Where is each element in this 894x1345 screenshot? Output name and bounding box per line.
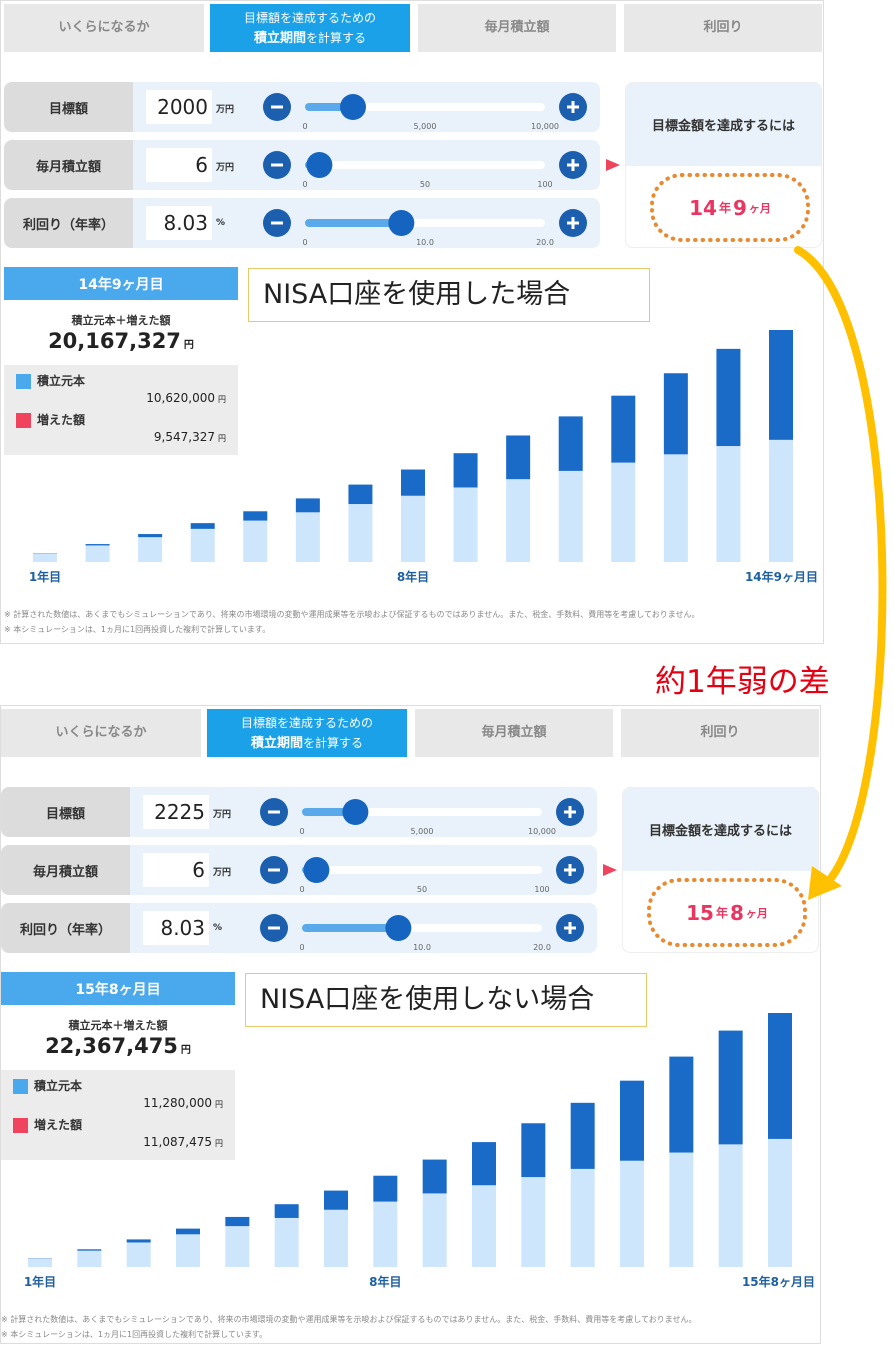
result-unit: ヶ月 xyxy=(745,906,768,920)
footnote: ※ 本シミュレーションは、1ヵ月に1回再投資した複利で計算しています。 xyxy=(1,1330,268,1339)
currency: 円 xyxy=(215,1139,223,1148)
result-unit: 年 xyxy=(718,201,731,215)
legend-swatch xyxy=(16,374,31,389)
input-unit: 万円 xyxy=(213,810,232,820)
legend-name: 増えた額 xyxy=(34,1118,83,1132)
legend-amount: 11,087,475 円 xyxy=(143,1135,223,1149)
tab-line: 積立期間を計算する xyxy=(251,733,363,754)
result-months: 8 xyxy=(729,900,744,925)
input-label: 目標額 xyxy=(4,82,133,132)
tab[interactable]: 利回り xyxy=(621,709,819,757)
tab[interactable]: 利回り xyxy=(624,4,822,52)
total: 20,167,327 円 xyxy=(4,329,238,353)
legend-name: 増えた額 xyxy=(37,413,86,427)
input-unit: 万円 xyxy=(216,163,235,173)
legend-amount: 10,620,000 円 xyxy=(146,391,226,405)
tab[interactable]: 目標額を達成するための積立期間を計算する xyxy=(207,709,407,757)
total-value: 22,367,475 xyxy=(45,1034,178,1058)
total-label: 積立元本＋増えた額 xyxy=(71,314,171,327)
input-label: 利回り（年率） xyxy=(4,198,133,248)
input-label: 毎月積立額 xyxy=(4,140,133,190)
input-label: 目標額 xyxy=(1,787,130,837)
result-heading: 目標金額を達成するには xyxy=(623,788,818,871)
tab-line: 積立期間を計算する xyxy=(254,28,366,49)
legend-swatch xyxy=(13,1118,28,1133)
legend-area: 積立元本 11,280,000 円増えた額 11,087,475 円 xyxy=(1,1070,235,1160)
input-label: 利回り（年率） xyxy=(1,903,130,953)
tab-bold: 積立期間 xyxy=(253,30,306,46)
tab-text: を計算する xyxy=(303,735,364,750)
total-value: 20,167,327 xyxy=(48,329,181,353)
summary-box: 14年9ヶ月目 積立元本＋増えた額 20,167,327 円積立元本 10,620,00… xyxy=(4,267,238,455)
tab-line: 目標額を達成するための xyxy=(240,715,373,730)
result-years: 15 xyxy=(686,900,714,925)
legend-name: 積立元本 xyxy=(37,374,86,388)
amount-value: 11,280,000 xyxy=(143,1096,212,1110)
currency: 円 xyxy=(215,1100,223,1109)
legend-swatch xyxy=(13,1079,28,1094)
input-label: 毎月積立額 xyxy=(1,845,130,895)
footnote: ※ 計算された数値は、あくまでもシミュレーションであり、将来の市場環境の変動や運… xyxy=(1,1315,697,1324)
total: 22,367,475 円 xyxy=(1,1034,235,1058)
amount-value: 10,620,000 xyxy=(146,391,215,405)
tab[interactable]: いくらになるか xyxy=(4,4,204,52)
tab-text: を計算する xyxy=(306,30,367,45)
annotation: 約1年弱の差 xyxy=(655,664,830,700)
result-heading: 目標金額を達成するには xyxy=(626,83,821,166)
total-label: 積立元本＋増えた額 xyxy=(68,1019,168,1032)
callout: NISA口座を使用した場合 xyxy=(248,268,650,322)
input-value[interactable]: 2225 xyxy=(143,795,209,829)
currency: 円 xyxy=(180,1045,191,1056)
tab[interactable]: 毎月積立額 xyxy=(415,709,613,757)
result-text: 14 年 9 ヶ月 xyxy=(652,175,808,240)
tab-line: 目標額を達成するための xyxy=(243,10,376,25)
input-unit: % xyxy=(216,218,226,228)
input-value[interactable]: 6 xyxy=(143,853,209,887)
result-months: 9 xyxy=(732,195,747,220)
callout: NISA口座を使用しない場合 xyxy=(245,973,647,1027)
tab[interactable]: 目標額を達成するための積立期間を計算する xyxy=(210,4,410,52)
summary-box: 15年8ヶ月目 積立元本＋増えた額 22,367,475 円積立元本 11,280,00… xyxy=(1,972,235,1160)
legend-swatch xyxy=(16,413,31,428)
result-years: 14 xyxy=(689,195,717,220)
input-unit: % xyxy=(213,923,223,933)
result-unit: ヶ月 xyxy=(748,201,771,215)
summary-title: 15年8ヶ月目 xyxy=(1,972,235,1005)
tab[interactable]: いくらになるか xyxy=(1,709,201,757)
currency: 円 xyxy=(218,434,226,443)
currency: 円 xyxy=(218,395,226,404)
legend-amount: 11,280,000 円 xyxy=(143,1096,223,1110)
footnote: ※ 計算された数値は、あくまでもシミュレーションであり、将来の市場環境の変動や運… xyxy=(4,610,700,619)
amount-value: 11,087,475 xyxy=(143,1135,212,1149)
amount-value: 9,547,327 xyxy=(153,430,215,444)
currency: 円 xyxy=(183,340,194,351)
result-unit: 年 xyxy=(715,906,728,920)
input-unit: 万円 xyxy=(213,868,232,878)
input-value[interactable]: 2000 xyxy=(146,90,212,124)
footnote: ※ 本シミュレーションは、1ヵ月に1回再投資した複利で計算しています。 xyxy=(4,625,271,634)
input-value[interactable]: 8.03 xyxy=(146,206,212,240)
tab-bold: 積立期間 xyxy=(250,735,303,751)
legend-amount: 9,547,327 円 xyxy=(154,430,226,444)
input-value[interactable]: 8.03 xyxy=(143,911,209,945)
result-text: 15 年 8 ヶ月 xyxy=(649,880,805,945)
input-value[interactable]: 6 xyxy=(146,148,212,182)
legend-name: 積立元本 xyxy=(34,1079,83,1093)
tab[interactable]: 毎月積立額 xyxy=(418,4,616,52)
input-unit: 万円 xyxy=(216,105,235,115)
summary-title: 14年9ヶ月目 xyxy=(4,267,238,300)
legend-area: 積立元本 10,620,000 円増えた額 9,547,327 円 xyxy=(4,365,238,455)
